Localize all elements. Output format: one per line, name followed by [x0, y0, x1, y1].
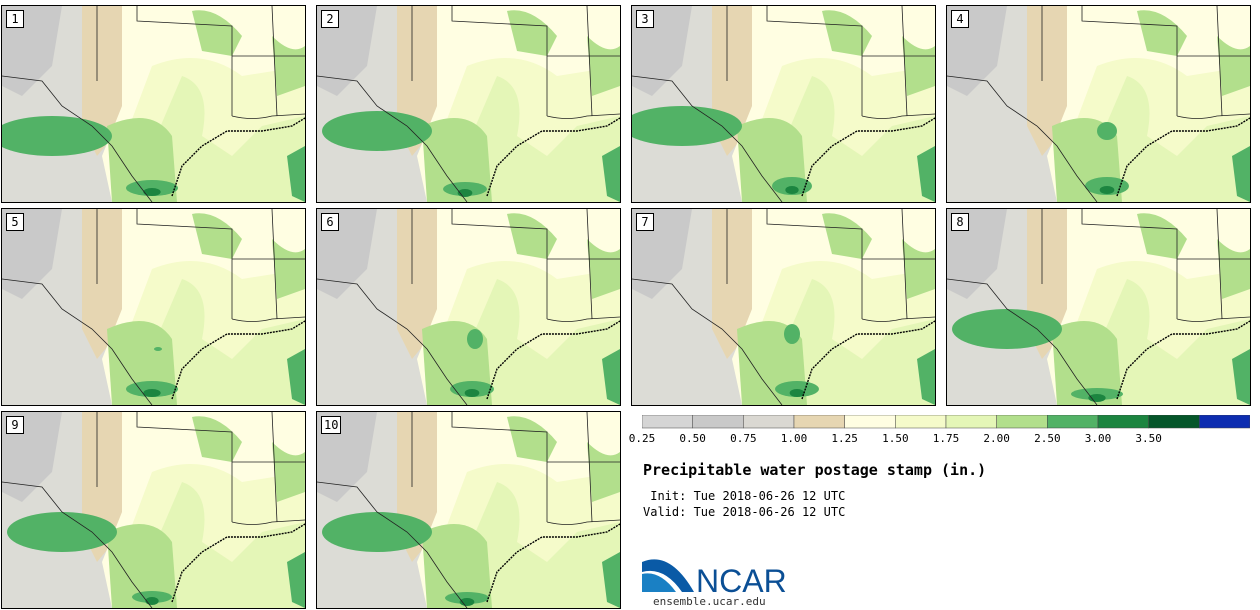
colorbar-tick-label: 1.25	[831, 432, 858, 445]
map-panel-3: 3	[631, 5, 936, 203]
map-panel-7: 7	[631, 208, 936, 406]
colorbar-swatch	[1097, 415, 1149, 429]
map-panel-4: 4	[946, 5, 1251, 203]
colorbar-swatch	[692, 415, 744, 429]
colorbar-swatch	[1148, 415, 1200, 429]
colorbar-tick-label: 0.50	[679, 432, 706, 445]
map-panel-9: 9	[1, 411, 306, 609]
pw-map	[947, 6, 1250, 202]
panel-number: 2	[321, 10, 339, 28]
colorbar-tick-label: 0.25	[628, 432, 656, 445]
map-panel-5: 5	[1, 208, 306, 406]
map-panel-6: 6	[316, 208, 621, 406]
colorbar-tick-label: 2.50	[1034, 432, 1061, 445]
colorbar-swatch	[945, 415, 997, 429]
ncar-logo: NCAR	[642, 559, 787, 596]
panel-number: 4	[951, 10, 969, 28]
map-panel-8: 8	[946, 208, 1251, 406]
colorbar-swatch	[1047, 415, 1099, 429]
init-time: Init: Tue 2018-06-26 12 UTC	[643, 489, 846, 503]
colorbar-swatch	[743, 415, 795, 429]
colorbar	[642, 415, 1250, 429]
pw-map	[947, 209, 1250, 405]
colorbar-tick-label: 1.50	[882, 432, 909, 445]
map-panel-1: 1	[1, 5, 306, 203]
panel-number: 3	[636, 10, 654, 28]
pw-map	[317, 209, 620, 405]
colorbar-tick-label: 3.50	[1135, 432, 1162, 445]
valid-time: Valid: Tue 2018-06-26 12 UTC	[643, 505, 846, 519]
pw-map	[317, 412, 620, 608]
pw-map	[2, 412, 305, 608]
colorbar-swatch	[895, 415, 947, 429]
pw-map	[632, 209, 935, 405]
svg-text:NCAR: NCAR	[696, 563, 787, 596]
panel-number: 5	[6, 213, 24, 231]
panel-number: 9	[6, 416, 24, 434]
colorbar-tick-label: 0.75	[730, 432, 757, 445]
panel-number: 7	[636, 213, 654, 231]
colorbar-swatch	[1199, 415, 1250, 429]
colorbar-tick-label: 3.00	[1084, 432, 1112, 445]
panel-number: 6	[321, 213, 339, 231]
map-panel-2: 2	[316, 5, 621, 203]
colorbar-tick-label: 1.75	[932, 432, 960, 445]
map-panel-10: 10	[316, 411, 621, 609]
colorbar-swatch	[996, 415, 1048, 429]
page-title: Precipitable water postage stamp (in.)	[643, 461, 987, 479]
panel-number: 10	[321, 416, 342, 434]
colorbar-tick-label: 1.00	[780, 432, 808, 445]
panel-number: 8	[951, 213, 969, 231]
pw-map	[317, 6, 620, 202]
panel-number: 1	[6, 10, 24, 28]
colorbar-swatch	[844, 415, 896, 429]
colorbar-swatch	[642, 415, 693, 429]
site-url: ensemble.ucar.edu	[653, 595, 766, 608]
pw-map	[632, 6, 935, 202]
colorbar-tick-label: 2.00	[983, 432, 1010, 445]
pw-map	[2, 209, 305, 405]
colorbar-swatch	[793, 415, 845, 429]
pw-map	[2, 6, 305, 202]
